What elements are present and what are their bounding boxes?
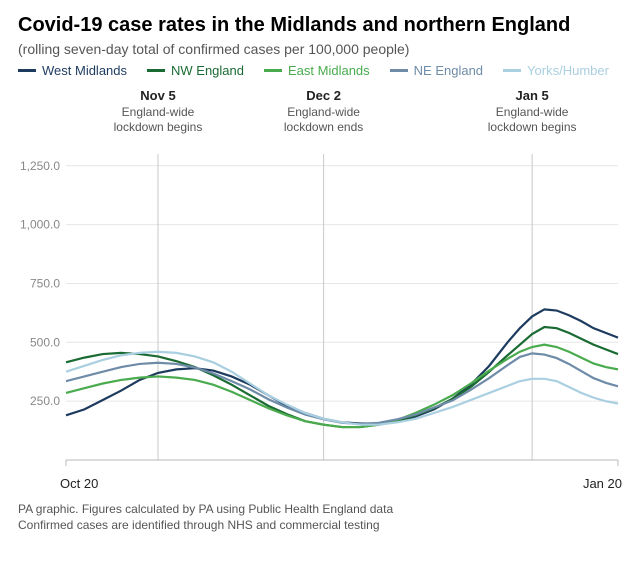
legend-label: Yorks/Humber [527,63,609,78]
chart-plot-area: 250.0 500.0 750.0 1,000.0 1,250.0 Nov 5 Englan… [18,84,622,474]
chart-footer: PA graphic. Figures calculated by PA usi… [0,491,640,533]
legend-label: NE England [414,63,483,78]
legend: West Midlands NW England East Midlands NE E… [0,63,640,84]
footer-line-2: Confirmed cases are identified through N… [18,517,622,533]
event-date: Dec 2 [306,88,341,103]
legend-label: West Midlands [42,63,127,78]
legend-swatch [18,69,36,72]
x-end-label: Jan 20 [583,476,622,491]
legend-item: Yorks/Humber [503,63,609,78]
event-date: Jan 5 [516,88,549,103]
legend-swatch [503,69,521,72]
series-line [66,309,618,423]
series-line [66,345,618,427]
legend-item: East Midlands [264,63,370,78]
legend-swatch [147,69,165,72]
legend-swatch [390,69,408,72]
series-line [66,353,618,424]
legend-item: NW England [147,63,244,78]
event-text: lockdown ends [284,120,363,134]
chart-container: { "title":"Covid-19 case rates in the Mi… [0,0,640,563]
legend-label: NW England [171,63,244,78]
x-axis-labels: Oct 20 Jan 20 [0,474,640,491]
event-text: lockdown begins [488,120,577,134]
y-tick-label: 1,250.0 [20,159,60,173]
event-text: England-wide [496,105,569,119]
y-tick-label: 750.0 [30,276,60,290]
legend-item: NE England [390,63,483,78]
chart-title: Covid-19 case rates in the Midlands and … [0,0,640,41]
chart-subtitle: (rolling seven-day total of confirmed ca… [0,41,640,63]
event-text: England-wide [122,105,195,119]
event-text: England-wide [287,105,360,119]
y-tick-label: 250.0 [30,394,60,408]
legend-item: West Midlands [18,63,127,78]
chart-svg: 250.0 500.0 750.0 1,000.0 1,250.0 Nov 5 Englan… [18,84,622,474]
y-tick-label: 1,000.0 [20,218,60,232]
event-date: Nov 5 [140,88,175,103]
legend-swatch [264,69,282,72]
event-text: lockdown begins [114,120,203,134]
y-tick-label: 500.0 [30,335,60,349]
legend-label: East Midlands [288,63,370,78]
x-start-label: Oct 20 [60,476,98,491]
footer-line-1: PA graphic. Figures calculated by PA usi… [18,501,622,517]
